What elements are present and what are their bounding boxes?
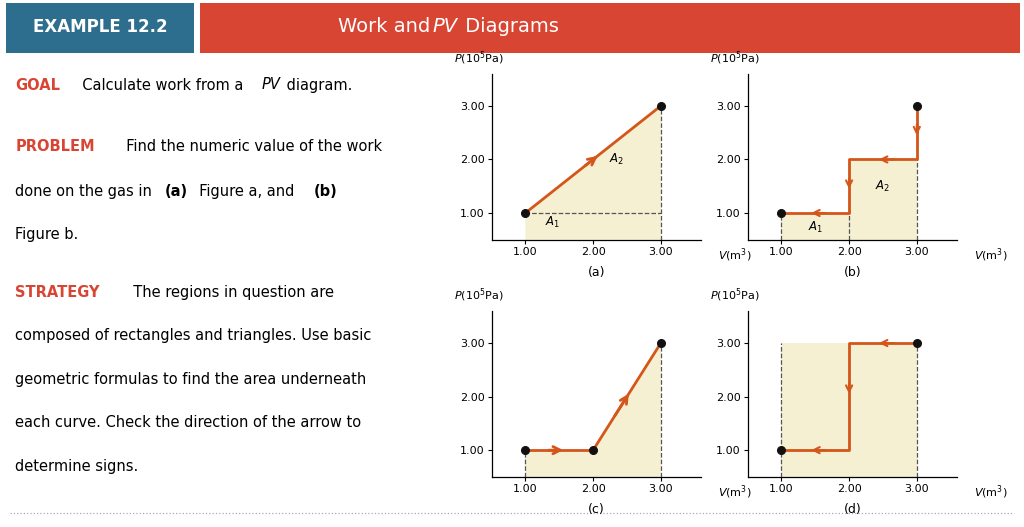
Text: EXAMPLE 12.2: EXAMPLE 12.2: [33, 17, 168, 35]
Text: $A_1$: $A_1$: [808, 220, 823, 235]
Text: geometric formulas to find the area underneath: geometric formulas to find the area unde…: [15, 372, 367, 387]
Text: each curve. Check the direction of the arrow to: each curve. Check the direction of the a…: [15, 415, 361, 431]
Text: $A_2$: $A_2$: [876, 179, 891, 194]
Text: Calculate work from a: Calculate work from a: [73, 78, 248, 93]
Polygon shape: [781, 213, 849, 240]
Polygon shape: [781, 343, 916, 477]
Text: PROBLEM: PROBLEM: [15, 139, 95, 154]
Text: $P(10^5\mathrm{Pa})$: $P(10^5\mathrm{Pa})$: [710, 287, 759, 304]
Text: $P(10^5\mathrm{Pa})$: $P(10^5\mathrm{Pa})$: [454, 50, 503, 67]
Text: done on the gas in: done on the gas in: [15, 184, 166, 199]
Text: Figure b.: Figure b.: [15, 227, 79, 241]
Text: PV: PV: [262, 77, 281, 92]
Text: $V(\mathrm{m}^3)$: $V(\mathrm{m}^3)$: [718, 247, 752, 264]
Text: diagram.: diagram.: [282, 78, 352, 93]
Text: (d): (d): [844, 503, 861, 516]
Polygon shape: [849, 160, 916, 240]
Text: composed of rectangles and triangles. Use basic: composed of rectangles and triangles. Us…: [15, 328, 372, 343]
Text: $A_2$: $A_2$: [609, 152, 625, 167]
Text: GOAL: GOAL: [15, 78, 60, 93]
Text: (b): (b): [844, 266, 861, 279]
Text: $V(\mathrm{m}^3)$: $V(\mathrm{m}^3)$: [974, 484, 1008, 501]
Text: (c): (c): [588, 503, 605, 516]
Text: (a): (a): [588, 266, 605, 279]
Text: $P(10^5\mathrm{Pa})$: $P(10^5\mathrm{Pa})$: [454, 287, 503, 304]
Text: The regions in question are: The regions in question are: [124, 285, 334, 300]
Text: determine signs.: determine signs.: [15, 459, 138, 474]
Text: Diagrams: Diagrams: [459, 17, 559, 36]
Text: $P(10^5\mathrm{Pa})$: $P(10^5\mathrm{Pa})$: [710, 50, 759, 67]
Text: $A_1$: $A_1$: [545, 215, 560, 230]
Text: $V(\mathrm{m}^3)$: $V(\mathrm{m}^3)$: [718, 484, 752, 501]
Text: STRATEGY: STRATEGY: [15, 285, 100, 300]
Text: Figure a, and: Figure a, and: [189, 184, 308, 199]
Text: Find the numeric value of the work: Find the numeric value of the work: [117, 139, 382, 154]
Bar: [200, 3, 1020, 53]
Text: (b): (b): [314, 184, 338, 199]
Polygon shape: [525, 343, 660, 477]
Text: Work and: Work and: [338, 17, 436, 36]
Text: $V(\mathrm{m}^3)$: $V(\mathrm{m}^3)$: [974, 247, 1008, 264]
Text: (a): (a): [165, 184, 188, 199]
Polygon shape: [525, 106, 660, 240]
Text: PV: PV: [432, 17, 458, 36]
Bar: [6, 3, 194, 53]
